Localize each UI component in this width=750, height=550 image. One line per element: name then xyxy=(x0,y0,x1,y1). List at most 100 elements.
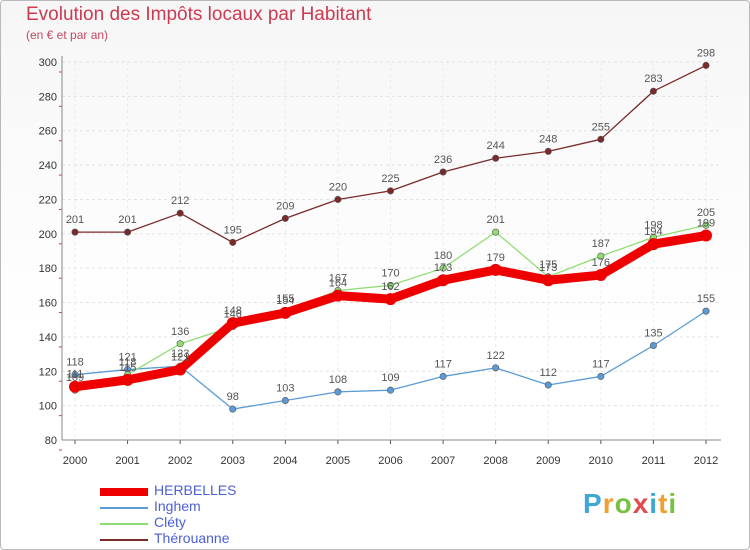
data-label-inghem-2000: 118 xyxy=(66,357,84,369)
data-label-herbelles-2000: 111 xyxy=(67,369,84,381)
data-label-clety-2007: 180 xyxy=(434,250,452,262)
x-tick-label-2002: 2002 xyxy=(168,455,192,467)
data-label-therouanne-2008: 244 xyxy=(486,140,504,152)
data-point-therouanne-2003 xyxy=(229,238,237,246)
logo-letter: t xyxy=(658,488,669,519)
data-label-herbelles-2006: 162 xyxy=(381,281,399,293)
legend-swatch-therouanne xyxy=(100,539,148,541)
data-label-inghem-2001: 121 xyxy=(118,352,136,364)
data-label-clety-2012: 205 xyxy=(697,207,715,219)
data-label-clety-2002: 136 xyxy=(171,326,189,338)
data-label-inghem-2007: 117 xyxy=(434,358,452,370)
data-label-clety-2009: 175 xyxy=(539,259,557,271)
data-label-inghem-2004: 103 xyxy=(276,382,294,394)
data-point-herbelles-2011 xyxy=(647,238,660,251)
data-point-therouanne-2008 xyxy=(492,154,500,162)
chart-title: Evolution des Impôts locaux par Habitant xyxy=(26,4,372,25)
data-point-therouanne-2012 xyxy=(702,61,710,69)
data-label-inghem-2005: 108 xyxy=(329,374,347,386)
data-point-clety-2007 xyxy=(439,264,447,272)
x-tick-label-2003: 2003 xyxy=(221,455,245,467)
x-tick-label-2000: 2000 xyxy=(63,455,87,467)
data-label-herbelles-2002: 121 xyxy=(171,352,189,364)
data-point-therouanne-2004 xyxy=(281,214,289,222)
data-label-inghem-2006: 109 xyxy=(381,372,399,384)
data-point-inghem-2006 xyxy=(386,386,394,394)
y-tick-label-220: 220 xyxy=(39,194,57,206)
data-label-therouanne-2011: 283 xyxy=(644,73,662,85)
logo-letter: i xyxy=(668,488,678,519)
data-label-herbelles-2004: 154 xyxy=(276,295,294,307)
data-point-therouanne-2006 xyxy=(386,187,394,195)
data-point-therouanne-2007 xyxy=(439,168,447,176)
data-point-inghem-2010 xyxy=(597,372,605,380)
data-label-inghem-2003: 98 xyxy=(227,391,239,403)
data-point-therouanne-2002 xyxy=(176,209,184,217)
legend-label-therouanne: Thérouanne xyxy=(154,530,230,546)
x-tick-label-2011: 2011 xyxy=(642,455,666,467)
legend-swatch-herbelles xyxy=(100,488,148,496)
data-point-herbelles-2009 xyxy=(542,274,555,287)
data-label-therouanne-2007: 236 xyxy=(434,154,452,166)
data-point-herbelles-2002 xyxy=(174,363,187,376)
y-tick-label-260: 260 xyxy=(39,126,57,138)
x-tick-label-2008: 2008 xyxy=(483,455,507,467)
data-point-herbelles-2007 xyxy=(437,274,450,287)
series-layer xyxy=(69,61,712,413)
data-label-therouanne-2000: 201 xyxy=(66,214,84,226)
data-point-inghem-2011 xyxy=(649,341,657,349)
data-label-therouanne-2005: 220 xyxy=(329,181,347,193)
data-point-inghem-2004 xyxy=(281,396,289,404)
data-label-clety-2011: 198 xyxy=(644,219,662,231)
logo-letter: P xyxy=(583,488,603,519)
logo-letter: x xyxy=(632,488,650,519)
x-tick-label-2007: 2007 xyxy=(431,455,455,467)
legend-label-clety: Cléty xyxy=(154,514,186,530)
y-tick-label-240: 240 xyxy=(39,160,57,172)
data-point-herbelles-2001 xyxy=(121,373,134,386)
data-point-clety-2008 xyxy=(492,228,500,236)
data-point-inghem-2003 xyxy=(229,405,237,413)
data-point-herbelles-2000 xyxy=(69,380,81,393)
data-point-inghem-2007 xyxy=(439,372,447,380)
x-tick-label-2009: 2009 xyxy=(536,455,560,467)
data-label-inghem-2002: 123 xyxy=(171,348,189,360)
data-label-therouanne-2001: 201 xyxy=(118,214,136,226)
data-label-clety-2005: 167 xyxy=(329,273,347,285)
data-label-inghem-2009: 112 xyxy=(539,367,557,379)
legend-swatch-clety xyxy=(100,523,148,525)
data-label-herbelles-2008: 179 xyxy=(486,252,504,264)
data-point-therouanne-2001 xyxy=(124,228,132,236)
y-tick-label-160: 160 xyxy=(39,298,57,310)
data-label-clety-2010: 187 xyxy=(592,238,610,250)
data-label-layer: 201 201 212 195 209 220 225 236 244 248 255 283 298 1… xyxy=(66,47,715,403)
legend-label-herbelles: HERBELLES xyxy=(154,482,237,498)
data-label-inghem-2012: 155 xyxy=(697,293,715,305)
data-label-herbelles-2009: 173 xyxy=(539,262,557,274)
y-tick-label-140: 140 xyxy=(39,332,57,344)
y-tick-label-280: 280 xyxy=(39,91,57,103)
y-tick-label-120: 120 xyxy=(39,366,57,378)
data-point-clety-2012 xyxy=(702,221,710,229)
data-point-therouanne-2011 xyxy=(649,87,657,95)
data-point-inghem-2009 xyxy=(544,381,552,389)
data-point-inghem-2005 xyxy=(334,388,342,396)
data-label-clety-2001: 118 xyxy=(119,357,137,369)
data-point-therouanne-2010 xyxy=(597,135,605,143)
y-tick-label-200: 200 xyxy=(39,229,57,241)
data-label-therouanne-2006: 225 xyxy=(381,173,399,185)
data-label-clety-2000: 109 xyxy=(66,372,84,384)
data-point-clety-2002 xyxy=(176,340,184,348)
data-label-therouanne-2002: 212 xyxy=(171,195,189,207)
chart-subtitle: (en € et par an) xyxy=(26,28,109,42)
data-label-therouanne-2010: 255 xyxy=(592,121,610,133)
data-point-clety-2006 xyxy=(386,281,394,289)
logo-letter: i xyxy=(649,488,659,519)
x-tick-label-2001: 2001 xyxy=(115,455,139,467)
x-tick-label-2006: 2006 xyxy=(378,455,402,467)
x-tick-label-2010: 2010 xyxy=(589,455,613,467)
data-point-herbelles-2010 xyxy=(594,269,607,282)
logo-letter: r xyxy=(602,488,615,519)
